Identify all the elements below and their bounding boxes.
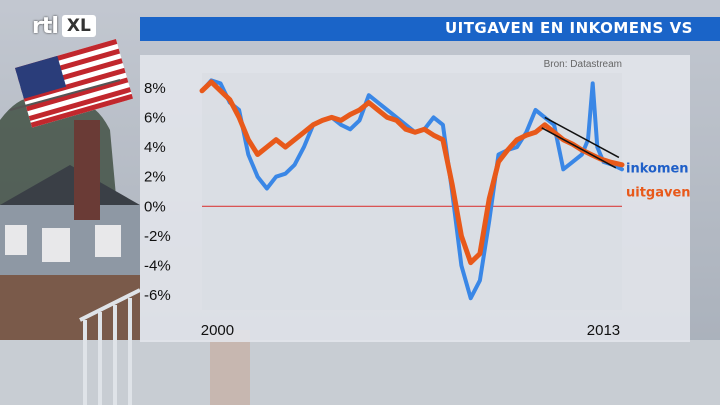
title-bar: UITGAVEN EN INKOMENS VS [140, 17, 720, 41]
flag-pole [9, 79, 121, 111]
porch [0, 340, 720, 405]
y-tick-label: 0% [144, 198, 166, 215]
source-label: Bron: Datastream [544, 59, 622, 70]
flag-icon [14, 39, 134, 128]
chart-title: UITGAVEN EN INKOMENS VS [444, 19, 693, 37]
fence [0, 275, 140, 340]
porch-railing [79, 288, 141, 405]
x-tick-label: 2000 [201, 322, 234, 339]
series-label-uitgaven: uitgaven [626, 186, 690, 201]
channel-logo: rtl XL [32, 12, 96, 40]
y-tick-label: -6% [144, 287, 171, 304]
y-tick-label: 8% [144, 80, 166, 97]
series-label-inkomen: inkomen [626, 161, 689, 176]
series-line-uitgaven [199, 79, 625, 266]
trend-line [544, 116, 620, 159]
trend-line [541, 127, 617, 169]
y-tick-label: -2% [144, 228, 171, 245]
line-chart: 8% 6% 4% 2% 0% -2% -4% -6% 2000 2013 Bron: Datastr… [144, 59, 690, 339]
chart-panel: 8% 6% 4% 2% 0% -2% -4% -6% 2000 2013 Bron: Datastr… [140, 55, 690, 342]
house-roof [0, 165, 140, 205]
plot-area [202, 73, 622, 310]
x-tick-label: 2013 [587, 322, 620, 339]
y-tick-label: 6% [144, 109, 166, 126]
y-tick-label: 2% [144, 169, 166, 186]
y-tick-label: -4% [144, 258, 171, 275]
chimney [74, 120, 100, 220]
logo-xl-badge: XL [61, 15, 96, 37]
logo-rtl-text: rtl [32, 13, 59, 39]
y-tick-label: 4% [144, 139, 166, 156]
